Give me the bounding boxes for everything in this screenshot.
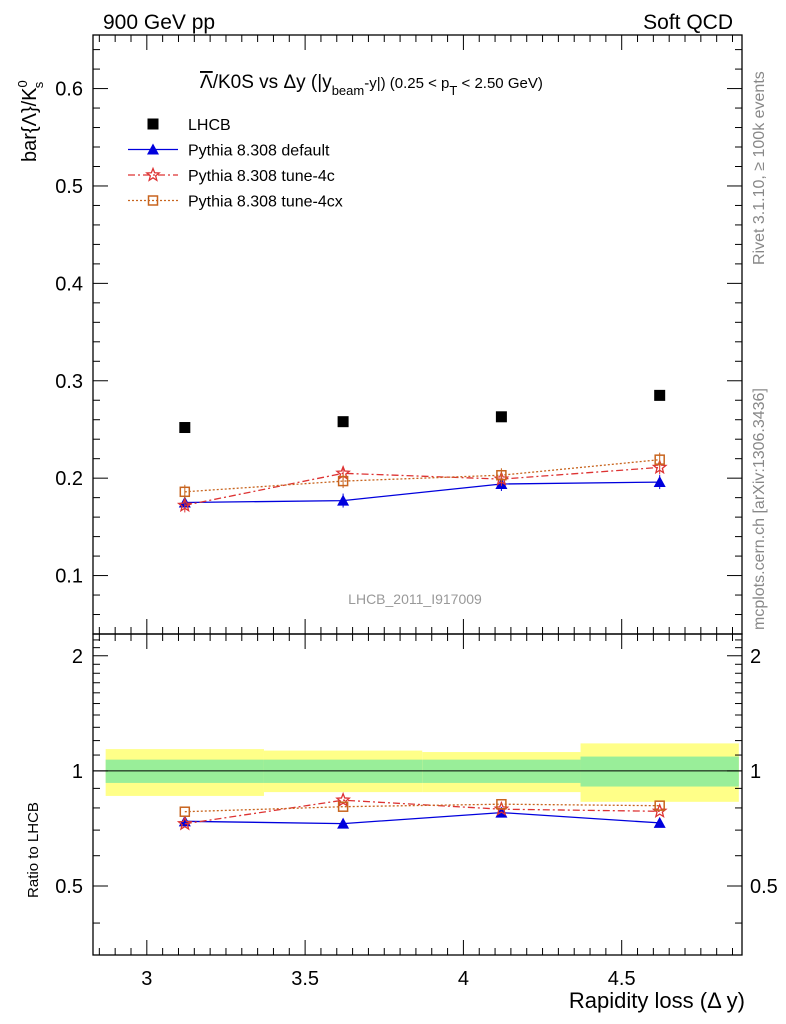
legend-marker-1 [147, 143, 159, 155]
y-tick-label: 0.1 [55, 566, 83, 588]
ratio-point-marker-2 [496, 798, 507, 810]
ratio-point-marker-1 [335, 791, 351, 807]
series-pythia-8-308-default [178, 475, 666, 510]
ratio-panel: 3 3.5 4 4.5 0.5 0.5 1 1 2 2 [55, 633, 778, 990]
panel-frame [92, 633, 743, 956]
legend-entry: LHCB [147, 117, 231, 134]
title-mid: /K0S vs Δy (|y [213, 72, 332, 93]
main-point-marker-3 [651, 459, 668, 475]
y-tick-label: 0.2 [55, 468, 83, 490]
main-point-marker-2 [495, 411, 507, 423]
ratio-y-tick-label-right: 0.5 [750, 876, 778, 898]
header-right-label: Soft QCD [643, 11, 733, 34]
legend-entry: Pythia 8.308 tune-4c [128, 166, 335, 185]
rivet-version-label: Rivet 3.1.10, ≥ 100k events [751, 71, 768, 265]
main-point-marker-1 [337, 494, 350, 506]
title-mid2: -y|) (0.25 < p [364, 75, 449, 92]
x-axis-label: Rapidity loss (Δ y) [569, 988, 745, 1013]
ratio-point-marker-0 [176, 815, 193, 831]
title-beam-sub: beam [332, 83, 365, 98]
ratio-point-marker-3 [653, 816, 666, 828]
main-title: Λ/K0S vs Δy (|ybeam-y|) (0.25 < pT < 2.5… [200, 72, 543, 98]
main-point-marker-0 [179, 422, 191, 434]
ratio-series-line [184, 799, 660, 825]
title-end: < 2.50 GeV) [457, 75, 542, 92]
legend-label: Pythia 8.308 default [188, 143, 330, 160]
ratio-ylabel: Ratio to LHCB [25, 802, 42, 898]
legend-label: Pythia 8.308 tune-4c [188, 168, 335, 185]
series-pythia-8-308-tune-4c [176, 459, 668, 513]
legend: LHCB Pythia 8.308 default Pythia 8.308 tun… [128, 117, 343, 211]
ratio-y-tick-label: 2 [72, 646, 83, 668]
ratio-point-marker-0 [179, 806, 191, 817]
series-line [184, 459, 660, 493]
ratio-series-line [184, 803, 660, 813]
ratio-y-tick-label-right: 1 [750, 761, 761, 783]
main-point-marker-0 [179, 486, 191, 498]
ratio-point-marker-1 [337, 801, 349, 812]
uncertainty-band-green [580, 756, 739, 787]
series-lhcb [179, 389, 666, 434]
series-pythia-8-308-tune-4cx [179, 452, 665, 499]
ylabel-sup: 0 [15, 80, 30, 87]
ratio-y-tick-label: 0.5 [55, 876, 83, 898]
x-tick-label: 4.5 [608, 968, 636, 990]
analysis-id: LHCB_2011_I917009 [348, 591, 482, 607]
legend-label: LHCB [188, 117, 231, 134]
legend-marker-2 [145, 166, 161, 182]
main-point-marker-3 [654, 454, 665, 465]
main-panel: 0.1 0.2 0.3 0.4 0.5 0.6 [55, 34, 743, 635]
series-line [184, 466, 660, 507]
legend-marker-0 [147, 118, 159, 130]
ylabel-sub: s [31, 81, 46, 88]
main-point-marker-1 [337, 416, 349, 428]
y-tick-label: 0.3 [55, 371, 83, 393]
main-point-marker-2 [496, 469, 507, 481]
main-point-marker-1 [337, 475, 349, 487]
legend-marker-3 [147, 195, 159, 206]
main-ylabel: bar{Λ}/K0s [15, 80, 46, 162]
ylabel-main: bar{Λ}/K [19, 87, 41, 162]
main-point-marker-3 [654, 389, 666, 401]
main-point-marker-3 [653, 476, 666, 488]
legend-label: Pythia 8.308 tune-4cx [188, 194, 343, 211]
ratio-y-tick-label: 1 [72, 761, 83, 783]
x-tick-label: 3 [141, 968, 152, 990]
main-point-marker-0 [176, 497, 193, 513]
ratio-point-marker-3 [654, 800, 665, 811]
mcplots-source-label: mcplots.cern.ch [arXiv:1306.3436] [751, 388, 768, 630]
y-tick-label: 0.4 [55, 273, 83, 295]
ratio-series-pythia-8-308-tune-4cx [179, 798, 665, 817]
legend-entry: Pythia 8.308 tune-4cx [128, 194, 343, 211]
y-tick-label: 0.5 [55, 176, 83, 198]
title-pt-sub: T [449, 83, 457, 98]
header-left-label: 900 GeV pp [103, 11, 215, 34]
series-line [184, 481, 660, 504]
y-tick-label: 0.6 [55, 79, 83, 101]
x-tick-label: 4 [458, 968, 469, 990]
legend-entry: Pythia 8.308 default [128, 143, 330, 160]
ratio-point-marker-1 [337, 817, 350, 829]
x-tick-label: 3.5 [291, 968, 319, 990]
title-lambda: Λ [200, 72, 213, 93]
ratio-series-line [184, 811, 660, 825]
ratio-y-tick-label-right: 2 [750, 646, 761, 668]
